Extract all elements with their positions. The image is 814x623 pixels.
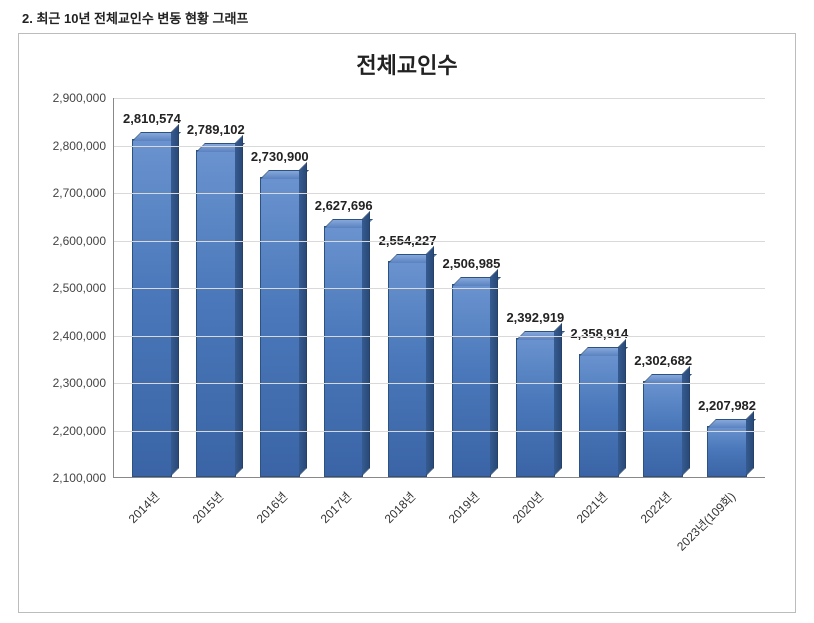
x-label-slot: 2023년(109회) <box>695 484 759 564</box>
section-heading: 2. 최근 10년 전체교인수 변동 현황 그래프 <box>0 0 814 33</box>
gridline <box>114 146 765 147</box>
x-label-slot: 2014년 <box>119 484 183 564</box>
bar: 2,358,914 <box>579 354 619 477</box>
chart-title: 전체교인수 <box>39 48 775 80</box>
bar: 2,302,682 <box>643 381 683 477</box>
bar: 2,392,919 <box>516 338 556 477</box>
bar-value-label: 2,789,102 <box>187 122 245 137</box>
y-tick-label: 2,800,000 <box>53 139 114 153</box>
gridline <box>114 431 765 432</box>
x-label-slot: 2017년 <box>311 484 375 564</box>
y-tick-label: 2,100,000 <box>53 471 114 485</box>
bar-value-label: 2,358,914 <box>570 326 628 341</box>
x-tick-label: 2018년 <box>380 488 419 527</box>
plot-area: 2,810,574 2,789,102 2,730,900 2,627,696 2,55… <box>113 98 765 478</box>
x-tick-label: 2015년 <box>188 488 227 527</box>
bar-value-label: 2,392,919 <box>506 310 564 325</box>
x-tick-label: 2014년 <box>124 488 163 527</box>
bar: 2,506,985 <box>452 284 492 477</box>
bar-value-label: 2,302,682 <box>634 353 692 368</box>
bar: 2,554,227 <box>388 261 428 477</box>
plot-wrap: 2,810,574 2,789,102 2,730,900 2,627,696 2,55… <box>113 98 765 568</box>
x-label-slot: 2019년 <box>439 484 503 564</box>
y-tick-label: 2,500,000 <box>53 281 114 295</box>
bar-value-label: 2,730,900 <box>251 149 309 164</box>
x-axis-labels: 2014년 2015년 2016년 2017년 2018년 2019년 2020년 2021년… <box>113 484 765 564</box>
x-tick-label: 2022년 <box>636 488 675 527</box>
x-label-slot: 2015년 <box>183 484 247 564</box>
bar: 2,627,696 <box>324 226 364 477</box>
bar: 2,810,574 <box>132 139 172 477</box>
x-label-slot: 2021년 <box>567 484 631 564</box>
bar-value-label: 2,506,985 <box>443 256 501 271</box>
x-label-slot: 2020년 <box>503 484 567 564</box>
bar-value-label: 2,810,574 <box>123 111 181 126</box>
x-tick-label: 2021년 <box>572 488 611 527</box>
x-tick-label: 2017년 <box>316 488 355 527</box>
y-tick-label: 2,600,000 <box>53 234 114 248</box>
y-tick-label: 2,900,000 <box>53 91 114 105</box>
x-tick-label: 2019년 <box>444 488 483 527</box>
y-tick-label: 2,400,000 <box>53 329 114 343</box>
bar-value-label: 2,207,982 <box>698 398 756 413</box>
y-tick-label: 2,300,000 <box>53 376 114 390</box>
x-tick-label: 2020년 <box>508 488 547 527</box>
bar: 2,207,982 <box>707 426 747 477</box>
gridline <box>114 336 765 337</box>
x-label-slot: 2018년 <box>375 484 439 564</box>
x-label-slot: 2016년 <box>247 484 311 564</box>
y-tick-label: 2,700,000 <box>53 186 114 200</box>
gridline <box>114 383 765 384</box>
x-tick-label: 2016년 <box>252 488 291 527</box>
chart-container: 전체교인수 2,810,574 2,789,102 2,730,900 2,627,6… <box>18 33 796 613</box>
bar-value-label: 2,627,696 <box>315 198 373 213</box>
gridline <box>114 193 765 194</box>
y-tick-label: 2,200,000 <box>53 424 114 438</box>
gridline <box>114 288 765 289</box>
gridline <box>114 98 765 99</box>
gridline <box>114 241 765 242</box>
bar: 2,730,900 <box>260 177 300 477</box>
bar: 2,789,102 <box>196 150 236 477</box>
